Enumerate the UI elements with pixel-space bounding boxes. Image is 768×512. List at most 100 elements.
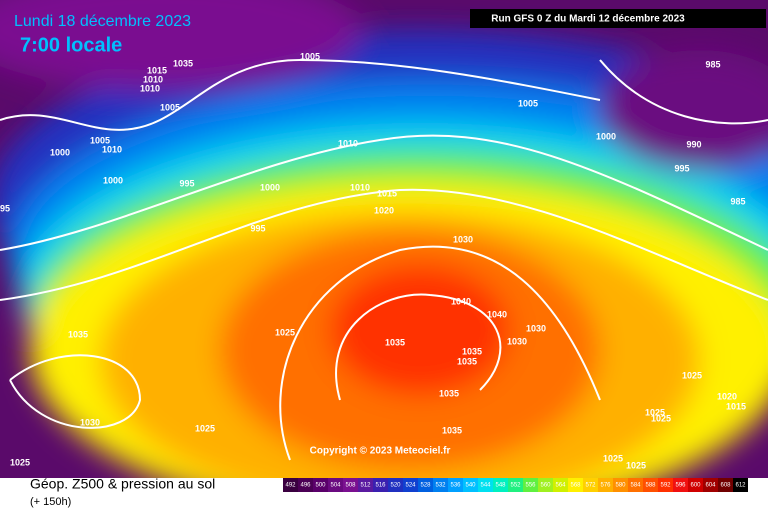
scale-label: 500 <box>315 483 326 489</box>
scale-swatch <box>328 478 343 492</box>
isobar-label: 1035 <box>439 388 459 398</box>
scale-swatch <box>628 478 643 492</box>
isobar-label: 995 <box>179 178 194 188</box>
scale-label: 504 <box>330 483 341 489</box>
scale-swatch <box>538 478 553 492</box>
isobar-label: 1005 <box>160 102 180 112</box>
scale-swatch <box>418 478 433 492</box>
scale-label: 580 <box>615 483 626 489</box>
scale-swatch <box>313 478 328 492</box>
scale-label: 564 <box>555 483 566 489</box>
scale-label: 592 <box>660 483 671 489</box>
isobar-label: 1015 <box>377 188 397 198</box>
isobar-label: 1010 <box>338 138 358 148</box>
scale-swatch <box>553 478 568 492</box>
isobar-label: 1035 <box>462 346 482 356</box>
isobar-label: 1005 <box>518 98 538 108</box>
run-info: Run GFS 0 Z du Mardi 12 décembre 2023 <box>491 14 685 25</box>
isobars <box>0 58 768 461</box>
scale-swatch <box>703 478 718 492</box>
isobar-label: 1015 <box>726 401 746 411</box>
scale-swatch <box>388 478 403 492</box>
isobar-label: 1000 <box>596 131 616 141</box>
scale-swatch <box>583 478 598 492</box>
isobar-label: 995 <box>250 223 265 233</box>
scale-label: 600 <box>690 483 701 489</box>
footer-lead: (+ 150h) <box>30 496 71 508</box>
isobar-label: 1025 <box>603 453 623 463</box>
isobar-label: 1000 <box>50 147 70 157</box>
isobar-label: 990 <box>686 139 701 149</box>
scale-label: 568 <box>570 483 581 489</box>
isobar-label: 1030 <box>526 323 546 333</box>
scale-swatch <box>658 478 673 492</box>
isobar-label: 1030 <box>453 234 473 244</box>
scale-swatch <box>613 478 628 492</box>
copyright: Copyright © 2023 Meteociel.fr <box>310 446 451 457</box>
scale-swatch <box>598 478 613 492</box>
isobar-label: 1005 <box>90 135 110 145</box>
scale-label: 520 <box>390 483 401 489</box>
isobar-label: 1035 <box>457 356 477 366</box>
isobar-label: 1030 <box>80 417 100 427</box>
isobar-label: 1040 <box>487 309 507 319</box>
isobar-label: 1025 <box>275 327 295 337</box>
run-box <box>470 9 766 28</box>
scale-swatch <box>358 478 373 492</box>
scale-swatch <box>433 478 448 492</box>
scale-label: 544 <box>480 483 491 489</box>
scale-label: 548 <box>495 483 506 489</box>
isobar-label: 1000 <box>103 175 123 185</box>
scale-swatch <box>343 478 358 492</box>
scale-label: 540 <box>465 483 476 489</box>
isobar-label: 1040 <box>451 296 471 306</box>
color-scale: 492 496 500 504 508 512 516 520 524 528 532 536 540 5… <box>283 478 748 492</box>
isobar-label: 1025 <box>645 407 665 417</box>
isobar-label: 1010 <box>102 144 122 154</box>
scale-label: 492 <box>285 483 296 489</box>
scale-label: 596 <box>675 483 686 489</box>
scale-label: 588 <box>645 483 656 489</box>
scale-swatch <box>373 478 388 492</box>
scale-swatch <box>568 478 583 492</box>
isobar-label: 1025 <box>651 413 671 423</box>
isobar-label: 1035 <box>68 329 88 339</box>
scale-swatch <box>448 478 463 492</box>
isobar-label: 1015 <box>147 65 167 75</box>
scale-swatch <box>688 478 703 492</box>
scale-swatch <box>523 478 538 492</box>
isobar-labels: 1005103510151010101010051005101010001000… <box>0 51 746 470</box>
scale-label: 512 <box>360 483 371 489</box>
scale-label: 576 <box>600 483 611 489</box>
isobar-label: 1005 <box>300 51 320 61</box>
scale-swatch <box>718 478 733 492</box>
isobar-label: 1010 <box>350 182 370 192</box>
isobar-label: 1030 <box>507 336 527 346</box>
scale-label: 604 <box>705 483 716 489</box>
valid-date: Lundi 18 décembre 2023 <box>14 13 191 30</box>
scale-label: 508 <box>345 483 356 489</box>
scale-label: 556 <box>525 483 536 489</box>
scale-label: 572 <box>585 483 596 489</box>
scale-label: 552 <box>510 483 521 489</box>
scale-label: 528 <box>420 483 431 489</box>
scale-swatch <box>493 478 508 492</box>
scale-label: 608 <box>720 483 731 489</box>
isobar-label: 1025 <box>626 460 646 470</box>
scale-swatch <box>643 478 658 492</box>
isobar-label: 1025 <box>195 423 215 433</box>
scale-label: 584 <box>630 483 641 489</box>
scale-label: 612 <box>735 483 746 489</box>
isobar-label: 1025 <box>682 370 702 380</box>
footer-title: Géop. Z500 & pression au sol <box>30 476 215 492</box>
scale-swatch <box>673 478 688 492</box>
scale-swatch <box>508 478 523 492</box>
isobar-label: 1010 <box>140 83 160 93</box>
isobar-label: 1035 <box>173 58 193 68</box>
isobar-label: 1020 <box>374 205 394 215</box>
scale-swatch <box>478 478 493 492</box>
scale-swatch <box>733 478 748 492</box>
isobar-label: 985 <box>730 196 745 206</box>
